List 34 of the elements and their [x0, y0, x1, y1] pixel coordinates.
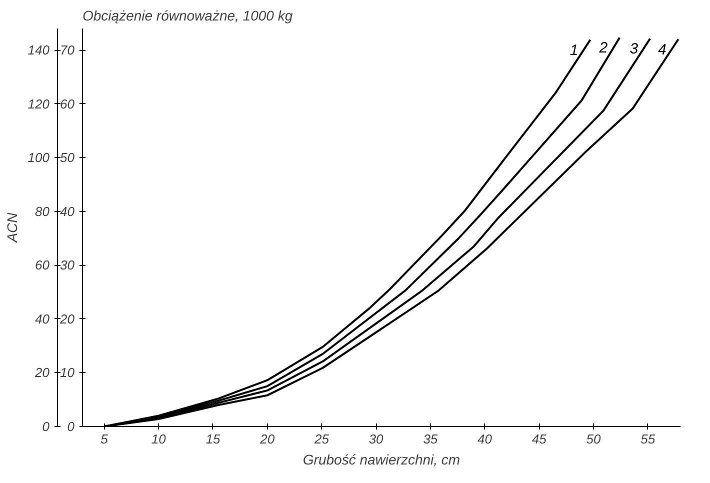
y-tick-label: 0 — [67, 419, 76, 434]
y-tick-label: 60 — [60, 96, 76, 112]
x-axis-title: Grubość nawierzchni, cm — [302, 452, 460, 468]
x-tick-label: 55 — [640, 432, 656, 446]
series-label: 3 — [630, 40, 639, 58]
series-label: 4 — [658, 41, 666, 58]
x-tick-label: 25 — [313, 432, 330, 446]
y2-tick-label: 140 — [28, 42, 50, 58]
series-label: 1 — [570, 42, 578, 59]
x-tick-label: 30 — [368, 432, 384, 446]
x-tick-label: 15 — [206, 432, 221, 446]
y2-tick-label: 20 — [34, 365, 50, 380]
x-tick-label: 50 — [586, 432, 602, 446]
x-tick-label: 20 — [259, 432, 276, 446]
x-tick-label: 35 — [423, 432, 438, 446]
y-tick-label: 10 — [60, 365, 76, 380]
y2-tick-label: 80 — [35, 204, 50, 219]
y-tick-label: 20 — [59, 311, 76, 326]
y-axis-title: Obciążenie równoważne, 1000 kg — [82, 8, 293, 24]
y2-tick-label: 40 — [35, 311, 50, 326]
x-tick-label: 45 — [532, 432, 548, 446]
y2-tick-label: 0 — [42, 419, 50, 434]
x-tick-label: 40 — [478, 432, 493, 446]
series-label: 2 — [598, 40, 608, 57]
y-tick-label: 70 — [60, 42, 76, 58]
y-tick-label: 50 — [60, 150, 76, 166]
y-tick-label: 40 — [60, 204, 76, 219]
x-tick-label: 5 — [100, 432, 109, 446]
y2-tick-label: 120 — [28, 96, 50, 112]
y2-tick-label: 60 — [35, 258, 50, 273]
x-tick-label: 10 — [151, 432, 167, 446]
y-tick-label: 30 — [60, 258, 76, 273]
y2-axis-title: ACN — [4, 212, 20, 244]
y2-tick-label: 100 — [28, 150, 50, 166]
